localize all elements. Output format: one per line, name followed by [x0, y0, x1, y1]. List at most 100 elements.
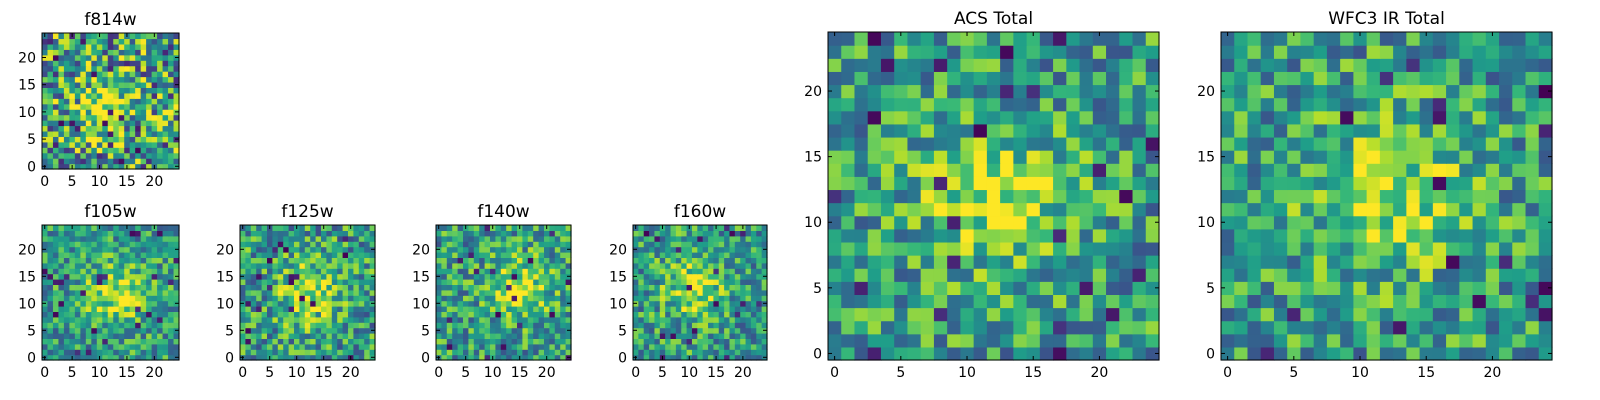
heatmap-cell [151, 141, 158, 148]
heatmap-cell [331, 316, 338, 323]
heatmap-cell [256, 279, 263, 285]
heatmap-cell [118, 81, 125, 88]
heatmap-cell [245, 235, 252, 242]
heatmap-cell [867, 333, 882, 348]
heatmap-cell [691, 322, 698, 329]
heatmap-cell [643, 246, 650, 253]
heatmap-cell [310, 235, 317, 242]
heatmap-cell [277, 225, 284, 231]
heatmap-cell [750, 225, 757, 231]
heatmap-cell [63, 300, 70, 307]
heatmap-cell [665, 343, 672, 350]
heatmap-cell [1313, 123, 1328, 138]
heatmap-cell [146, 327, 153, 334]
heatmap-cell [245, 349, 252, 356]
heatmap-cell [91, 103, 98, 110]
heatmap-cell [102, 71, 109, 78]
heatmap-cell [986, 32, 1001, 46]
heatmap-cell [654, 289, 661, 296]
heatmap-cell [638, 225, 645, 231]
heatmap-cell [1287, 215, 1302, 230]
heatmap-cell [1485, 346, 1500, 361]
heatmap-cell [326, 230, 333, 237]
heatmap-cell [74, 114, 81, 121]
heatmap-cell [841, 320, 856, 335]
heatmap-cell [659, 268, 666, 275]
heatmap-cell [675, 316, 682, 323]
heatmap-cell [74, 300, 81, 307]
heatmap-cell [331, 306, 338, 312]
heatmap-cell [369, 235, 376, 242]
heatmap-cell [511, 289, 518, 296]
heatmap-cell [1106, 150, 1120, 164]
heatmap-cell [1419, 255, 1434, 269]
heatmap-cell [1366, 32, 1381, 46]
heatmap-cell [484, 257, 491, 264]
heatmap-cell [113, 295, 120, 302]
heatmap-cell [256, 327, 263, 334]
heatmap-cell [729, 354, 736, 361]
x-tick-label: 20 [538, 365, 556, 381]
heatmap-cell [1353, 294, 1368, 309]
heatmap-cell [1273, 45, 1288, 59]
heatmap-cell [124, 38, 131, 45]
heatmap-cell [124, 103, 131, 110]
heatmap-cell [697, 246, 704, 253]
heatmap-cell [146, 130, 153, 137]
heatmap-cell [118, 354, 125, 361]
heatmap-cell [1221, 136, 1235, 151]
heatmap-cell [1512, 241, 1527, 256]
heatmap-cell [240, 235, 246, 242]
heatmap-cell [1300, 333, 1315, 348]
heatmap-cell [468, 322, 475, 329]
heatmap-cell [1000, 150, 1014, 164]
heatmap-cell [80, 322, 87, 329]
heatmap-cell [1092, 281, 1107, 295]
heatmap-cell [933, 123, 948, 138]
heatmap-cell [85, 354, 92, 361]
heatmap-cell [310, 306, 317, 312]
heatmap-cell [1039, 123, 1054, 138]
heatmap-cell [1432, 320, 1447, 335]
heatmap-cell [353, 235, 360, 242]
heatmap-cell [1499, 241, 1513, 256]
heatmap-cell [468, 343, 475, 350]
heatmap-cell [659, 311, 666, 318]
heatmap-cell [506, 343, 513, 350]
heatmap-cell [665, 225, 672, 231]
heatmap-cell [1446, 333, 1460, 348]
heatmap-cell [894, 189, 909, 204]
heatmap-cell [828, 123, 842, 138]
heatmap-cell [479, 225, 486, 231]
heatmap-cell [1066, 176, 1081, 191]
heatmap-cell [58, 120, 65, 127]
heatmap-cell [1287, 307, 1302, 322]
heatmap-cell [1459, 202, 1474, 217]
heatmap-cell [129, 109, 136, 116]
heatmap-cell [146, 241, 153, 248]
heatmap-cell [533, 289, 540, 296]
heatmap-cell [756, 306, 763, 312]
heatmap-cell [42, 103, 49, 110]
heatmap-cell [702, 241, 709, 248]
heatmap-cell [124, 322, 131, 329]
heatmap-cell [146, 98, 153, 105]
heatmap-cell [135, 103, 142, 110]
heatmap-cell [1366, 110, 1381, 125]
heatmap-cell [549, 284, 556, 291]
heatmap-cell [441, 257, 448, 264]
heatmap-cell [1313, 307, 1328, 322]
heatmap-cell [102, 235, 109, 242]
heatmap-cell [1026, 163, 1041, 177]
heatmap-cell [643, 268, 650, 275]
heatmap-cell [1525, 45, 1540, 59]
heatmap-cell [140, 343, 147, 350]
heatmap-cell [761, 225, 768, 231]
heatmap-cell [867, 97, 882, 112]
heatmap-cell [511, 338, 518, 345]
heatmap-cell [441, 284, 448, 291]
heatmap-cell [42, 130, 49, 137]
heatmap-cell [240, 333, 246, 339]
heatmap-cell [538, 311, 545, 318]
heatmap-cell [1472, 110, 1487, 125]
